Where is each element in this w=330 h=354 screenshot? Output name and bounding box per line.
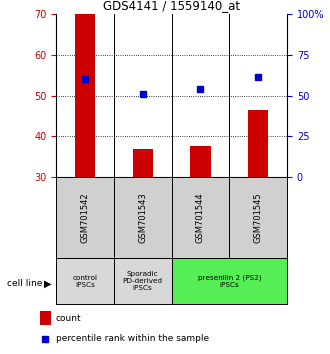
Bar (56, 177, 114, 258)
Bar (172, 177, 229, 258)
Bar (40, 312, 51, 325)
Bar (75, 14, 95, 177)
Bar (114, 177, 172, 258)
Bar (172, 258, 287, 304)
Text: Sporadic
PD-derived
iPSCs: Sporadic PD-derived iPSCs (123, 272, 163, 291)
Bar (56, 258, 114, 304)
Text: control
IPSCs: control IPSCs (73, 275, 97, 288)
Bar (248, 110, 268, 177)
Text: percentile rank within the sample: percentile rank within the sample (56, 335, 209, 343)
Bar (229, 177, 287, 258)
Text: count: count (56, 314, 81, 323)
Title: GDS4141 / 1559140_at: GDS4141 / 1559140_at (103, 0, 240, 12)
Text: GSM701542: GSM701542 (81, 192, 89, 243)
Text: GSM701543: GSM701543 (138, 192, 147, 243)
Text: cell line: cell line (7, 279, 42, 288)
Text: presenilin 2 (PS2)
iPSCs: presenilin 2 (PS2) iPSCs (198, 275, 261, 288)
Bar (190, 147, 211, 177)
Bar (114, 258, 172, 304)
Text: GSM701544: GSM701544 (196, 192, 205, 243)
Text: ▶: ▶ (44, 279, 51, 289)
Text: GSM701545: GSM701545 (254, 192, 263, 243)
Bar (133, 149, 153, 177)
